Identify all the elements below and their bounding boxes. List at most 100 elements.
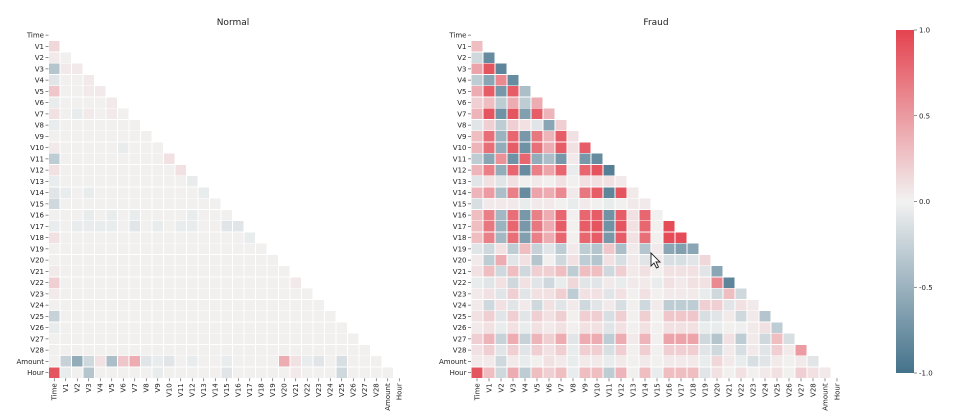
heatmap-cell-v18-v2 — [71, 231, 84, 244]
heatmap-cell-v11-v5 — [530, 152, 544, 165]
heatmap-cell-v13-v12 — [186, 175, 199, 188]
x-tick-label-v5: V5 — [533, 383, 541, 392]
y-tick-label-v18: V18 — [453, 234, 467, 242]
heatmap-cell-v15-v7 — [554, 197, 568, 210]
heatmap-cell-v5-v2 — [494, 85, 508, 98]
heatmap-cell-v21-v11 — [602, 265, 616, 278]
y-tick-label-v5: V5 — [35, 88, 44, 96]
heatmap-cell-amount-v26 — [782, 355, 796, 368]
heatmap-cell-v19-v18 — [686, 242, 700, 255]
heatmap-cell-v23-v21 — [289, 287, 302, 300]
heatmap-cell-v24-time — [470, 299, 484, 312]
heatmap-cell-v17-v14 — [638, 220, 652, 233]
heatmap-cell-amount-v11 — [602, 355, 616, 368]
heatmap-cell-hour-v17 — [243, 366, 256, 379]
x-tick-label-v27: V27 — [361, 383, 369, 397]
heatmap-cell-v23-v9 — [578, 287, 592, 300]
heatmap-cell-v11-v6 — [542, 152, 556, 165]
heatmap-cell-v21-v15 — [220, 265, 233, 278]
heatmap-cell-v10-v7 — [554, 141, 568, 154]
heatmap-cell-v25-v7 — [128, 310, 141, 323]
heatmap-cell-v27-v5 — [530, 332, 544, 345]
heatmap-cell-v21-v8 — [566, 265, 580, 278]
heatmap-cell-v27-v8 — [566, 332, 580, 345]
heatmap-cell-v27-v15 — [650, 332, 664, 345]
heatmap-cell-v24-v23 — [746, 299, 760, 312]
heatmap-cell-v15-v12 — [614, 197, 628, 210]
heatmap-cell-v24-v1 — [59, 299, 72, 312]
y-tick-label-v10: V10 — [30, 144, 44, 152]
heatmap-cell-v10-v8 — [140, 141, 153, 154]
y-tick-label-hour: Hour — [27, 369, 44, 377]
heatmap-cell-v15-v4 — [518, 197, 532, 210]
heatmap-cell-v19-v13 — [626, 242, 640, 255]
heatmap-cell-v28-v7 — [554, 344, 568, 357]
heatmap-cell-v26-v7 — [554, 321, 568, 334]
heatmap-cell-v23-v14 — [209, 287, 222, 300]
heatmap-cell-v17-v12 — [614, 220, 628, 233]
heatmap-cell-v21-v1 — [482, 265, 496, 278]
heatmap-cell-v28-v6 — [117, 344, 130, 357]
heatmap-cell-v7-v1 — [59, 107, 72, 120]
y-tick-label-v12: V12 — [453, 167, 467, 175]
y-tick-label-v21: V21 — [30, 268, 44, 276]
y-tick-label-v19: V19 — [453, 245, 467, 253]
x-tick-label-v8: V8 — [143, 383, 151, 392]
heatmap-cell-hour-v16 — [662, 366, 676, 379]
heatmap-cell-v8-v6 — [117, 119, 130, 132]
heatmap-cell-v28-v13 — [626, 344, 640, 357]
heatmap-cell-v21-v5 — [105, 265, 118, 278]
heatmap-cell-v22-v11 — [602, 276, 616, 289]
heatmap-cell-v13-v2 — [494, 175, 508, 188]
heatmap-cell-v6-v2 — [71, 96, 84, 109]
heatmap-cell-v24-v7 — [128, 299, 141, 312]
heatmap-cell-v28-v17 — [674, 344, 688, 357]
heatmap-cell-hour-v26 — [782, 366, 796, 379]
heatmap-cell-v19-v17 — [674, 242, 688, 255]
heatmap-cell-v22-v10 — [590, 276, 604, 289]
heatmap-cell-v8-v1 — [59, 119, 72, 132]
heatmap-cell-v22-v3 — [82, 276, 95, 289]
heatmap-cell-v26-v5 — [530, 321, 544, 334]
heatmap-cell-v20-v6 — [117, 254, 130, 267]
heatmap-cell-v19-v10 — [590, 242, 604, 255]
heatmap-cell-v23-v3 — [82, 287, 95, 300]
heatmap-cell-hour-v8 — [566, 366, 580, 379]
heatmap-cell-v23-v10 — [590, 287, 604, 300]
x-tick-label-v21: V21 — [725, 383, 733, 397]
heatmap-cell-v25-v14 — [638, 310, 652, 323]
heatmap-cell-v19-v5 — [105, 242, 118, 255]
heatmap-cell-hour-v19 — [266, 366, 279, 379]
heatmap-cell-v27-v9 — [578, 332, 592, 345]
heatmap-cell-v23-v16 — [662, 287, 676, 300]
heatmap-cell-v19-v8 — [566, 242, 580, 255]
heatmap-cell-v17-v5 — [530, 220, 544, 233]
heatmap-cell-v28-v8 — [566, 344, 580, 357]
heatmap-cell-v20-time — [48, 254, 61, 267]
heatmap-cell-v20-v19 — [698, 254, 712, 267]
heatmap-cell-hour-v7 — [554, 366, 568, 379]
heatmap-cell-v23-v15 — [220, 287, 233, 300]
heatmap-cell-v6-v1 — [482, 96, 496, 109]
heatmap-cell-v18-v14 — [209, 231, 222, 244]
heatmap-cell-amount-v14 — [209, 355, 222, 368]
heatmap-cell-v14-v5 — [105, 186, 118, 199]
heatmap-cell-v20-v8 — [566, 254, 580, 267]
heatmap-cell-v21-v14 — [209, 265, 222, 278]
heatmap-cell-v25-v5 — [105, 310, 118, 323]
heatmap-cell-v24-v12 — [186, 299, 199, 312]
heatmap-cell-v24-v10 — [163, 299, 176, 312]
heatmap-cell-v10-v2 — [71, 141, 84, 154]
y-tick-label-v8: V8 — [457, 122, 466, 130]
heatmap-cell-v28-v6 — [542, 344, 556, 357]
heatmap-cell-v28-v23 — [312, 344, 325, 357]
heatmap-cell-v25-v1 — [59, 310, 72, 323]
heatmap-cell-v24-v16 — [232, 299, 245, 312]
heatmap-cell-amount-v12 — [186, 355, 199, 368]
heatmap-cell-amount-v28 — [370, 355, 383, 368]
heatmap-cell-v28-v7 — [128, 344, 141, 357]
heatmap-cell-v12-v5 — [105, 164, 118, 177]
x-tick-label-v12: V12 — [189, 383, 197, 397]
heatmap-cell-v27-v8 — [140, 332, 153, 345]
